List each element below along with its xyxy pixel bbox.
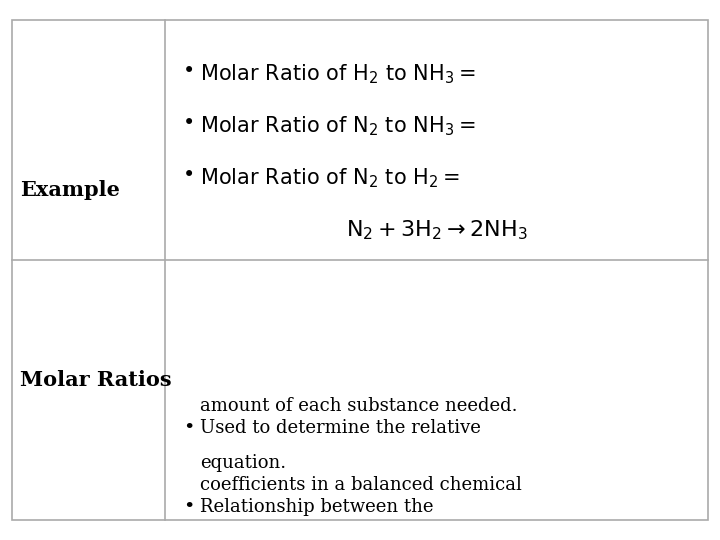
Text: coefficients in a balanced chemical: coefficients in a balanced chemical — [200, 476, 522, 494]
Text: •: • — [183, 166, 195, 185]
Text: •: • — [183, 62, 195, 81]
Text: amount of each substance needed.: amount of each substance needed. — [200, 397, 518, 415]
Text: •: • — [183, 498, 194, 516]
Text: $\mathsf{Molar\ Ratio\ of\ N_2\ to\ NH_3 =}$: $\mathsf{Molar\ Ratio\ of\ N_2\ to\ NH_3… — [200, 114, 476, 138]
Text: Relationship between the: Relationship between the — [200, 498, 433, 516]
Text: Example: Example — [20, 180, 120, 200]
Text: •: • — [183, 419, 194, 437]
Text: Used to determine the relative: Used to determine the relative — [200, 419, 481, 437]
Text: $\mathsf{Molar\ Ratio\ of\ H_2\ to\ NH_3 =}$: $\mathsf{Molar\ Ratio\ of\ H_2\ to\ NH_3… — [200, 62, 476, 86]
Text: equation.: equation. — [200, 454, 286, 472]
Text: Molar Ratios: Molar Ratios — [20, 370, 171, 390]
Text: $\mathsf{N_2 + 3H_2 \rightarrow 2NH_3}$: $\mathsf{N_2 + 3H_2 \rightarrow 2NH_3}$ — [346, 218, 528, 241]
Text: $\mathsf{Molar\ Ratio\ of\ N_2\ to\ H_2 =}$: $\mathsf{Molar\ Ratio\ of\ N_2\ to\ H_2 … — [200, 166, 460, 190]
Text: •: • — [183, 114, 195, 133]
